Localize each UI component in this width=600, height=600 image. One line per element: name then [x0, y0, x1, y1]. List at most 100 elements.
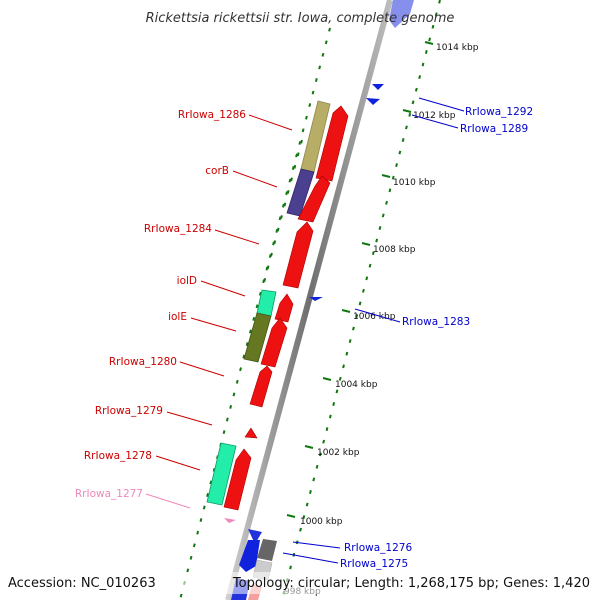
ring-dot — [225, 417, 229, 422]
ring-dot — [263, 277, 267, 282]
ring-dot — [302, 515, 306, 520]
gene-arrow-rriowa-1278 — [223, 448, 252, 511]
ring-dot — [311, 90, 315, 95]
ring-dot — [421, 62, 425, 67]
ring-dot — [388, 188, 392, 193]
kbp-label-1000: 1000 kbp — [300, 517, 343, 527]
gene-arrow-gray — [257, 539, 277, 561]
ring-dot — [258, 291, 262, 296]
ring-dot — [391, 175, 395, 180]
ring-dot — [266, 265, 270, 270]
ring-dot — [348, 339, 352, 344]
ring-dot — [314, 78, 318, 82]
ring-dot — [285, 191, 289, 196]
ring-dot — [335, 389, 339, 394]
ring-dot — [280, 215, 283, 219]
ring-dot — [362, 288, 365, 293]
gene-arrow-iold — [274, 293, 294, 323]
ring-dot — [352, 326, 355, 331]
ring-dot — [338, 376, 342, 381]
ring-dot — [395, 163, 398, 168]
gene-arrow-rriowa-1284 — [282, 221, 314, 289]
gene-arrow-rriowa-1283 — [309, 297, 323, 301]
kbp-label-1008: 1008 kbp — [373, 245, 416, 255]
ring-dot — [398, 150, 402, 155]
gene-arrow-rriowa-1286 — [315, 105, 349, 182]
leader-lines-left — [145, 114, 293, 509]
gene-labels-left: RrIowa_1286 corB RrIowa_1284 iolD iolE R… — [75, 109, 246, 500]
ring-dot — [196, 530, 200, 535]
gene-arrow-corb — [297, 175, 331, 223]
kbp-label-1006: 1006 kbp — [353, 312, 396, 322]
gene-arrow-rriowa-1292 — [372, 84, 384, 90]
gene-arrow-rriowa-1280 — [249, 365, 273, 408]
ring-dot — [235, 379, 239, 384]
gene-arrow-iole — [260, 317, 288, 368]
dotted-ring-cog — [263, 139, 303, 282]
ring-dot — [431, 24, 435, 29]
gene-labels-right: RrIowa_1292 RrIowa_1289 RrIowa_1283 RrIo… — [340, 106, 533, 570]
ring-dot — [299, 527, 302, 532]
map-title: Rickettsia rickettsii str. Iowa, complet… — [146, 11, 455, 26]
forward-genes — [223, 105, 349, 523]
ring-dot — [300, 139, 303, 144]
gene-arrow-top — [389, 0, 414, 28]
ring-dot — [286, 189, 290, 194]
cog-features — [206, 100, 331, 506]
ring-dot — [408, 112, 412, 117]
ring-dot — [438, 0, 441, 4]
ring-dot — [368, 263, 372, 268]
genome-summary-text: Topology: circular; Length: 1,268,175 bp… — [232, 576, 590, 591]
ring-dot — [322, 439, 326, 444]
ring-dot — [405, 125, 408, 130]
ring-dot — [255, 304, 259, 309]
ring-dot — [229, 404, 233, 409]
ring-dot — [288, 178, 292, 183]
gene-arrow-rriowa-1277 — [224, 518, 236, 523]
ring-dot — [381, 213, 385, 218]
ring-dot — [239, 367, 242, 372]
ring-dot — [375, 238, 379, 243]
ring-dot — [192, 543, 196, 548]
ring-dot — [424, 50, 428, 54]
ring-dot — [418, 75, 422, 80]
cog-box-iole — [243, 312, 272, 363]
gene-arrow-rriowa-1276 — [248, 529, 262, 544]
ring-dot — [355, 314, 359, 318]
ring-dot — [414, 87, 418, 92]
ring-dot — [309, 490, 312, 494]
ring-dot — [212, 467, 216, 472]
ring-dot — [281, 203, 285, 208]
ring-dot — [332, 402, 336, 406]
ring-dot — [273, 240, 277, 245]
ring-dot — [232, 392, 236, 397]
ring-dot — [358, 301, 362, 306]
ring-dot — [222, 430, 226, 435]
dotted-ring-inner — [179, 27, 331, 598]
gene-label-rriowa-1289: RrIowa_1289 — [460, 123, 528, 135]
ring-dot — [401, 138, 405, 142]
ring-dot — [328, 414, 332, 419]
ring-dot — [270, 252, 273, 257]
kbp-label-1012: 1012 kbp — [413, 111, 456, 121]
ring-dot — [321, 52, 325, 57]
ring-dot — [342, 364, 345, 369]
ring-dot — [328, 27, 331, 32]
ring-dot — [242, 354, 246, 359]
ring-dot — [318, 65, 322, 70]
ring-dot — [199, 518, 203, 523]
leader-lines-right — [282, 97, 465, 564]
kbp-label-1002: 1002 kbp — [317, 448, 360, 458]
ring-dot — [296, 152, 300, 157]
gene-label-rriowa-1279: RrIowa_1279 — [95, 405, 163, 417]
cog-box-rriowa-1278 — [206, 442, 237, 506]
kbp-label-1014: 1014 kbp — [436, 43, 479, 53]
reverse-genes — [231, 0, 414, 600]
kbp-label-1004: 1004 kbp — [335, 380, 378, 390]
gene-label-rriowa-1283: RrIowa_1283 — [402, 316, 470, 328]
ring-dot — [411, 100, 415, 105]
ring-dot — [179, 593, 183, 598]
ring-dot — [324, 40, 328, 45]
ring-dot — [189, 555, 193, 560]
ring-dot — [209, 480, 213, 485]
